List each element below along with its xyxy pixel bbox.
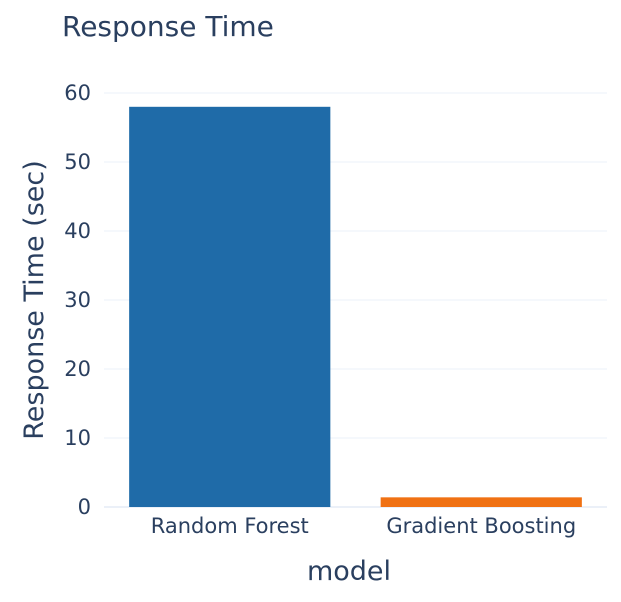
y-tick-label: 60 <box>64 81 91 105</box>
x-axis-title: model <box>307 556 391 587</box>
y-axis-title: Response Time (sec) <box>19 160 50 440</box>
x-tick-label: Random Forest <box>151 514 309 538</box>
bars <box>129 106 582 508</box>
y-tick-label: 20 <box>64 357 91 381</box>
y-tick-label: 50 <box>64 150 91 174</box>
y-tick-label: 40 <box>64 219 91 243</box>
bar-random-forest[interactable] <box>129 106 331 508</box>
x-axis-ticks: Random Forest Gradient Boosting <box>151 514 576 538</box>
y-axis-ticks: 0 10 20 30 40 50 60 <box>64 81 91 519</box>
bar-gradient-boosting[interactable] <box>380 497 582 507</box>
y-tick-label: 10 <box>64 426 91 450</box>
chart-title: Response Time <box>62 10 274 43</box>
y-tick-label: 0 <box>78 495 91 519</box>
y-tick-label: 30 <box>64 288 91 312</box>
x-tick-label: Gradient Boosting <box>386 514 576 538</box>
